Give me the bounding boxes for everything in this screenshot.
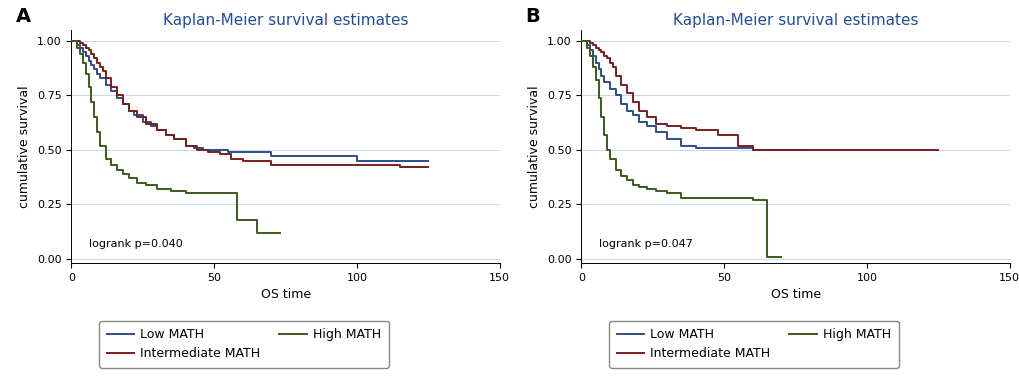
X-axis label: OS time: OS time [260, 288, 311, 302]
Text: logrank p=0.040: logrank p=0.040 [89, 239, 182, 249]
Legend: Low MATH, Intermediate MATH, High MATH: Low MATH, Intermediate MATH, High MATH [608, 321, 898, 368]
Text: logrank p=0.047: logrank p=0.047 [598, 239, 692, 249]
Text: A: A [15, 7, 31, 26]
Y-axis label: cumulative survival: cumulative survival [18, 85, 32, 208]
Title: Kaplan-Meier survival estimates: Kaplan-Meier survival estimates [673, 12, 917, 27]
Title: Kaplan-Meier survival estimates: Kaplan-Meier survival estimates [163, 12, 408, 27]
Legend: Low MATH, Intermediate MATH, High MATH: Low MATH, Intermediate MATH, High MATH [99, 321, 388, 368]
Text: B: B [525, 7, 540, 26]
Y-axis label: cumulative survival: cumulative survival [528, 85, 541, 208]
X-axis label: OS time: OS time [769, 288, 820, 302]
